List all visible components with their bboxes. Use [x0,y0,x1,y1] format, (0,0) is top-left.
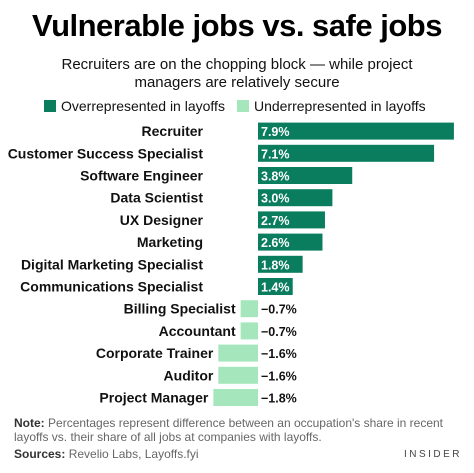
value-label: 7.9% [261,125,290,139]
bar-12 [213,389,258,406]
category-label: Billing Specialist [124,301,236,317]
bar-4 [258,211,325,229]
bar-10 [218,344,258,362]
category-label: Recruiter [142,123,204,139]
value-label: −1.8% [261,392,297,406]
bar-chart: Recruiter 7.9% Customer Success Specialist… [8,122,454,406]
bar-3 [258,189,333,207]
bar-0 [258,122,454,140]
sources-label: Sources: [14,447,66,461]
note-label: Note: [14,416,45,430]
chart-sources: Sources: Revelio Labs, Layoffs.fyi [14,447,199,461]
category-label: Communications Specialist [20,279,203,295]
value-label: −0.7% [261,303,297,317]
value-label: 1.8% [261,258,290,272]
chart-subtitle: Recruiters are on the chopping block — w… [61,56,413,91]
value-label: 2.7% [261,214,290,228]
bar-9 [240,322,258,340]
note-text: Percentages represent difference between… [14,416,444,444]
value-label: 2.6% [261,236,290,250]
legend: Overrepresented in layoffs Underrepresen… [44,97,438,115]
value-label: −1.6% [261,347,297,361]
legend-label-underrepresented: Underrepresented in layoffs [253,98,426,114]
category-label: Customer Success Specialist [8,145,204,161]
category-label: UX Designer [120,212,204,228]
bar-2 [258,167,353,184]
value-label: 3.8% [261,170,290,184]
legend-item-overrepresented: Overrepresented in layoffs [44,98,225,114]
category-label: Data Scientist [110,190,203,206]
bar-7 [258,278,293,295]
category-label: Digital Marketing Specialist [21,256,203,272]
category-label: Project Manager [99,390,208,406]
brand-logo: INSIDER [403,449,462,460]
value-label: 1.4% [261,281,290,295]
bar-1 [258,144,435,162]
legend-item-underrepresented: Underrepresented in layoffs [236,98,426,114]
value-label: 7.1% [261,147,290,161]
legend-label-overrepresented: Overrepresented in layoffs [61,98,225,114]
category-label: Software Engineer [80,168,203,184]
category-label: Marketing [137,234,203,250]
bar-11 [218,366,258,384]
chart-title: Vulnerable jobs vs. safe jobs [32,8,442,43]
value-label: −1.6% [261,369,297,383]
bar-8 [240,300,258,318]
legend-swatch-overrepresented [44,100,56,112]
value-label: 3.0% [261,192,290,206]
category-label: Corporate Trainer [96,345,214,361]
value-label: −0.7% [261,325,297,339]
bar-6 [258,255,303,273]
chart-note: Note: Percentages represent difference b… [14,416,454,444]
legend-swatch-underrepresented [236,100,249,112]
category-label: Auditor [164,367,214,383]
sources-text: Revelio Labs, Layoffs.fyi [68,447,199,461]
bar-5 [258,233,323,251]
category-label: Accountant [159,323,236,339]
